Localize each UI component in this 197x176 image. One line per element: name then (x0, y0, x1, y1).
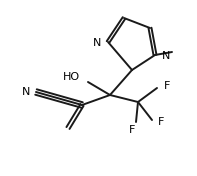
Text: F: F (129, 125, 135, 135)
Text: N: N (162, 51, 170, 61)
Text: F: F (158, 117, 164, 127)
Text: HO: HO (63, 72, 80, 82)
Text: N: N (22, 87, 30, 97)
Text: F: F (164, 81, 170, 91)
Text: N: N (93, 38, 101, 48)
